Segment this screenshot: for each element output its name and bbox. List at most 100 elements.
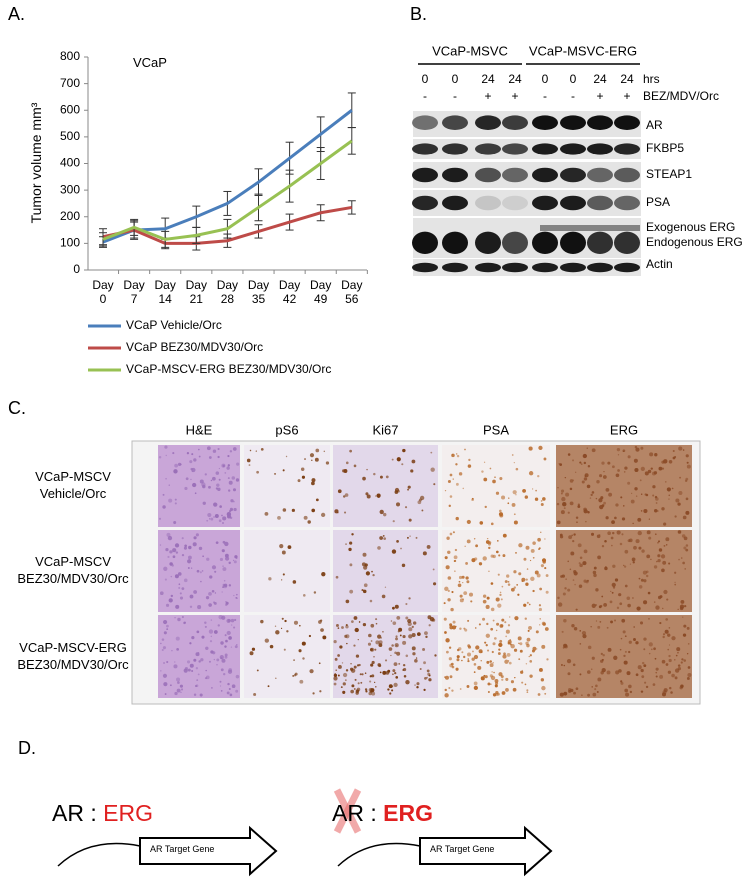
ihc-stain — [524, 683, 527, 686]
ihc-stain — [661, 467, 665, 470]
y-tick-label: 500 — [60, 129, 80, 143]
ihc-stain — [518, 572, 522, 576]
ihc-stain — [486, 596, 490, 600]
ihc-stain — [484, 505, 487, 509]
ihc-stain — [543, 457, 547, 461]
ihc-stain — [180, 691, 182, 694]
ihc-stain — [292, 580, 297, 584]
ihc-stain — [424, 677, 427, 680]
ihc-stain — [175, 636, 180, 641]
blot-band — [475, 167, 501, 183]
ihc-stain — [675, 498, 680, 503]
ihc-stain — [478, 562, 483, 566]
ihc-stain — [477, 665, 482, 670]
ihc-stain — [349, 449, 352, 453]
ihc-stain — [506, 653, 511, 657]
ihc-stain — [489, 467, 492, 470]
ihc-stain — [545, 590, 549, 594]
ihc-stain — [561, 496, 566, 502]
ihc-stain — [174, 616, 176, 619]
ihc-stain — [473, 671, 476, 673]
ihc-stain — [193, 458, 197, 462]
ihc-stain — [668, 460, 673, 464]
ihc-stain — [668, 644, 671, 646]
ihc-stain — [637, 665, 642, 670]
ihc-stain — [539, 668, 543, 672]
ihc-stain — [671, 636, 676, 641]
blot-band — [532, 143, 558, 155]
ihc-stain — [210, 650, 214, 654]
ihc-stain — [677, 608, 679, 610]
ihc-stain — [193, 658, 197, 662]
ihc-stain — [308, 634, 312, 638]
ihc-stain — [171, 564, 174, 567]
ihc-stain — [369, 599, 373, 603]
ihc-stain — [657, 559, 661, 563]
ihc-stain — [365, 492, 369, 496]
ihc-stain — [192, 542, 197, 547]
ihc-stain — [228, 636, 232, 640]
ihc-stain — [353, 688, 356, 690]
ihc-stain — [597, 555, 601, 560]
ihc-stain — [455, 625, 457, 628]
ihc-stain — [582, 453, 587, 459]
ihc-stain — [587, 670, 591, 674]
ihc-stain — [267, 685, 270, 688]
ihc-stain — [233, 560, 237, 564]
ihc-stain — [225, 601, 229, 605]
ihc-stain — [422, 648, 426, 651]
ihc-stain — [544, 538, 546, 540]
ihc-stain — [184, 544, 187, 548]
ihc-stain — [166, 628, 169, 631]
ihc-stain — [396, 457, 401, 462]
ihc-stain — [358, 621, 361, 623]
ihc-stain — [451, 689, 454, 692]
ihc-stain — [390, 654, 392, 657]
blot-row-label: Exogenous ERG — [646, 220, 735, 234]
ihc-stain — [521, 681, 524, 684]
legend-label: VCaP Vehicle/Orc — [126, 318, 222, 332]
y-tick-label: 400 — [60, 156, 80, 170]
ihc-stain — [163, 566, 168, 571]
ihc-stain — [567, 672, 571, 676]
ihc-stain — [180, 688, 184, 691]
ihc-stain — [591, 668, 593, 670]
ihc-stain — [643, 648, 646, 651]
ihc-stain — [230, 618, 235, 623]
ihc-stain — [612, 531, 615, 535]
ihc-stain — [449, 473, 453, 477]
ihc-stain — [487, 691, 490, 694]
ihc-stain — [234, 645, 238, 649]
ihc-stain — [444, 631, 447, 634]
ihc-stain — [405, 654, 409, 658]
ihc-stain — [478, 623, 481, 626]
ihc-stain — [507, 583, 511, 586]
ihc-stain — [488, 541, 492, 545]
ihc-stain — [624, 650, 627, 653]
ihc-stain — [513, 570, 517, 574]
ihc-stain — [456, 453, 458, 455]
ihc-stain — [490, 607, 495, 612]
ihc-stain — [507, 624, 511, 627]
ihc-stain — [220, 641, 224, 645]
ihc-stain — [218, 467, 220, 470]
ihc-stain — [668, 654, 671, 658]
ihc-stain — [391, 458, 394, 461]
ihc-stain — [504, 621, 507, 624]
ihc-stain — [411, 646, 416, 651]
ihc-stain — [575, 471, 577, 473]
ihc-stain — [471, 497, 474, 500]
ihc-stain — [387, 669, 391, 673]
ihc-background — [442, 530, 550, 612]
ihc-stain — [356, 687, 361, 692]
ihc-stain — [641, 675, 645, 679]
ihc-stain — [601, 544, 605, 548]
ihc-stain — [453, 555, 458, 560]
ihc-stain — [581, 480, 585, 484]
ihc-stain — [661, 692, 667, 697]
ihc-stain — [498, 672, 503, 677]
ihc-stain — [687, 673, 692, 678]
ihc-stain — [370, 640, 373, 642]
ihc-stain — [661, 659, 666, 664]
ihc-stain — [614, 578, 619, 582]
